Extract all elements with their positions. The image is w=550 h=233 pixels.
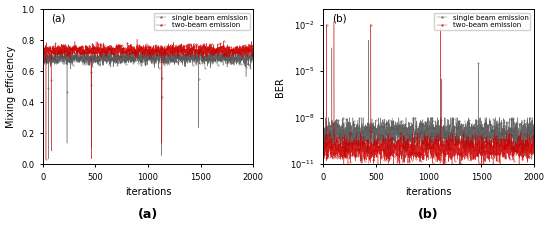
two-beam emission [531, 134, 537, 137]
single beam emission [531, 141, 537, 144]
single beam emission [244, 56, 251, 58]
two-beam emission [142, 46, 148, 49]
Line: single beam emission: single beam emission [323, 40, 535, 158]
single beam emission [486, 137, 493, 140]
X-axis label: iterations: iterations [125, 187, 171, 197]
single beam emission [62, 43, 68, 46]
single beam emission [45, 157, 52, 160]
two-beam emission [244, 50, 251, 53]
Legend: single beam emission, two-beam emission: single beam emission, two-beam emission [154, 13, 250, 30]
Line: single beam emission: single beam emission [42, 44, 254, 159]
single beam emission [136, 60, 143, 63]
two-beam emission [331, 145, 338, 148]
two-beam emission [206, 51, 212, 54]
single beam emission [320, 138, 327, 141]
Text: (a): (a) [51, 14, 65, 24]
X-axis label: iterations: iterations [405, 187, 452, 197]
single beam emission [51, 59, 57, 62]
single beam emission [206, 62, 212, 65]
two-beam emission [134, 38, 140, 41]
single beam emission [142, 58, 148, 61]
single beam emission [244, 58, 251, 61]
single beam emission [525, 144, 531, 147]
Legend: single beam emission, two-beam emission: single beam emission, two-beam emission [434, 13, 530, 30]
single beam emission [402, 156, 409, 159]
Line: two-beam emission: two-beam emission [42, 39, 254, 159]
Line: two-beam emission: two-beam emission [323, 21, 535, 165]
two-beam emission [244, 55, 251, 58]
single beam emission [250, 59, 257, 62]
single beam emission [525, 132, 531, 135]
single beam emission [417, 129, 424, 132]
single beam emission [423, 143, 430, 146]
Text: (a): (a) [138, 208, 158, 221]
single beam emission [331, 121, 338, 124]
single beam emission [365, 39, 372, 41]
two-beam emission [417, 151, 424, 154]
two-beam emission [486, 161, 493, 164]
two-beam emission [250, 48, 257, 51]
two-beam emission [340, 163, 347, 166]
two-beam emission [40, 51, 46, 53]
Text: (b): (b) [419, 208, 439, 221]
two-beam emission [51, 46, 57, 48]
Text: (b): (b) [332, 14, 346, 24]
two-beam emission [320, 154, 327, 157]
Y-axis label: BER: BER [275, 77, 285, 96]
single beam emission [40, 55, 46, 58]
two-beam emission [331, 20, 337, 23]
two-beam emission [525, 156, 531, 159]
two-beam emission [423, 139, 430, 142]
two-beam emission [525, 144, 531, 147]
Y-axis label: Mixing efficiency: Mixing efficiency [6, 45, 15, 128]
two-beam emission [43, 157, 50, 160]
two-beam emission [136, 47, 143, 49]
